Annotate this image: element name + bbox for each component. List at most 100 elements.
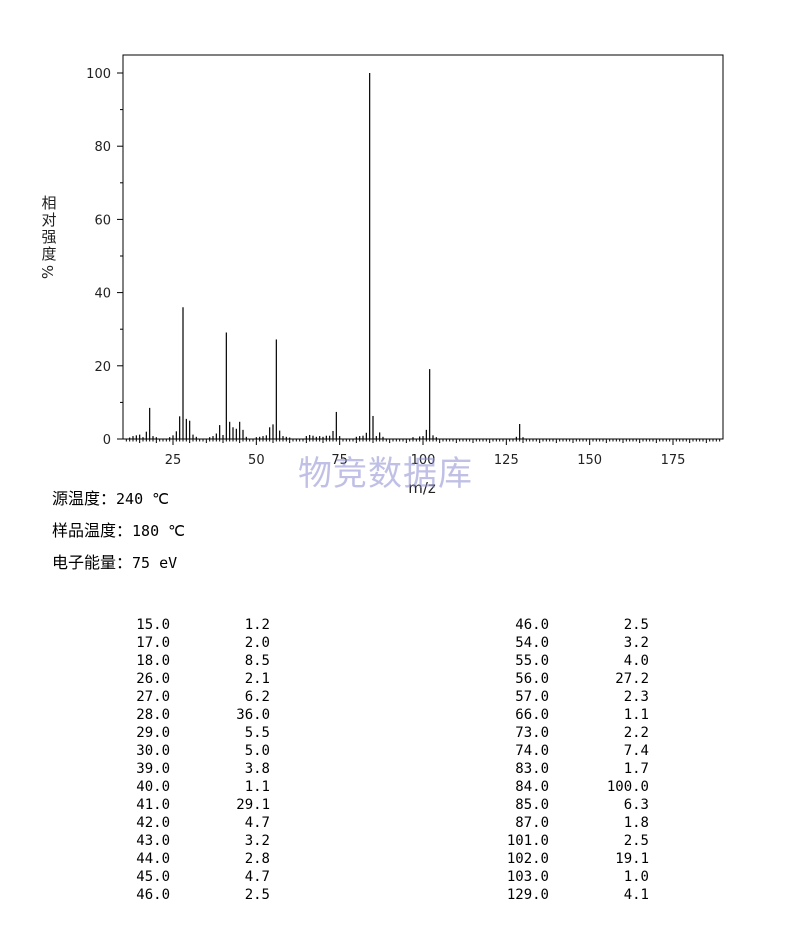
intensity-value: 8.5 bbox=[244, 653, 270, 669]
mz-value: 46.0 bbox=[136, 887, 170, 903]
mz-value: 44.0 bbox=[136, 851, 170, 867]
peak-table-row: 57.0 2.3 bbox=[469, 688, 649, 706]
mz-value: 26.0 bbox=[136, 671, 170, 687]
peak-table-row: 30.0 5.0 bbox=[90, 742, 270, 760]
x-tick-label: 25 bbox=[165, 453, 182, 468]
peak-table-row: 39.0 3.8 bbox=[90, 760, 270, 778]
peak-table-row: 103.0 1.0 bbox=[469, 868, 649, 886]
peak-table-row: 56.0 27.2 bbox=[469, 670, 649, 688]
peak-table-row: 29.0 5.5 bbox=[90, 724, 270, 742]
peak-table-row: 40.0 1.1 bbox=[90, 778, 270, 796]
peak-table-row: 27.0 6.2 bbox=[90, 688, 270, 706]
peak-table-row: 18.0 8.5 bbox=[90, 652, 270, 670]
x-axis: 25 50 75 100 125 150 175 bbox=[125, 439, 721, 468]
peak-table-row: 102.0 19.1 bbox=[469, 850, 649, 868]
y-tick-label: 100 bbox=[86, 67, 111, 82]
intensity-value: 2.5 bbox=[623, 617, 649, 633]
y-tick-label: 20 bbox=[94, 360, 111, 375]
intensity-value: 2.3 bbox=[623, 689, 649, 705]
peak-table-row: 66.0 1.1 bbox=[469, 706, 649, 724]
intensity-value: 4.7 bbox=[244, 869, 270, 885]
source-temperature: 源温度：240 ℃ bbox=[52, 485, 169, 509]
intensity-value: 100.0 bbox=[606, 779, 649, 795]
peak-table-row: 129.0 4.1 bbox=[469, 886, 649, 904]
spectrum-peaks bbox=[129, 73, 524, 439]
y-axis: 0 20 40 60 80 100 bbox=[86, 67, 123, 448]
y-axis-label-char: 对 bbox=[41, 211, 56, 229]
peak-table-row: 46.0 2.5 bbox=[90, 886, 270, 904]
intensity-value: 1.7 bbox=[623, 761, 649, 777]
mz-value: 42.0 bbox=[136, 815, 170, 831]
peak-table-row: 26.0 2.1 bbox=[90, 670, 270, 688]
intensity-value: 2.5 bbox=[623, 833, 649, 849]
mz-value: 103.0 bbox=[506, 869, 549, 885]
mz-value: 102.0 bbox=[506, 851, 549, 867]
y-tick-label: 80 bbox=[94, 140, 111, 155]
mz-value: 43.0 bbox=[136, 833, 170, 849]
peak-table-row: 87.0 1.8 bbox=[469, 814, 649, 832]
peak-table-row: 45.0 4.7 bbox=[90, 868, 270, 886]
mz-value: 56.0 bbox=[515, 671, 549, 687]
intensity-value: 4.7 bbox=[244, 815, 270, 831]
peak-table-row: 83.0 1.7 bbox=[469, 760, 649, 778]
mass-spectrum-chart: 0 20 40 60 80 100 25 50 75 100 125 150 175 m/z 相对强度… bbox=[39, 54, 724, 497]
x-tick-label: 175 bbox=[661, 453, 686, 468]
peak-table-row: 73.0 2.2 bbox=[469, 724, 649, 742]
peak-table-row: 43.0 3.2 bbox=[90, 832, 270, 850]
intensity-value: 3.2 bbox=[244, 833, 270, 849]
mz-value: 41.0 bbox=[136, 797, 170, 813]
intensity-value: 6.3 bbox=[623, 797, 649, 813]
plot-frame bbox=[122, 54, 724, 440]
peak-table-row: 101.0 2.5 bbox=[469, 832, 649, 850]
y-axis-label-char: % bbox=[39, 265, 57, 279]
intensity-value: 2.0 bbox=[244, 635, 270, 651]
intensity-value: 2.8 bbox=[244, 851, 270, 867]
intensity-value: 1.1 bbox=[623, 707, 649, 723]
mz-value: 15.0 bbox=[136, 617, 170, 633]
peak-table-row: 41.0 29.1 bbox=[90, 796, 270, 814]
mz-value: 84.0 bbox=[515, 779, 549, 795]
intensity-value: 27.2 bbox=[615, 671, 649, 687]
condition-value: 75 eV bbox=[132, 554, 178, 572]
mz-value: 40.0 bbox=[136, 779, 170, 795]
x-tick-label: 150 bbox=[577, 453, 602, 468]
x-axis-label: m/z bbox=[408, 479, 436, 497]
peak-table-row: 42.0 4.7 bbox=[90, 814, 270, 832]
intensity-value: 4.0 bbox=[623, 653, 649, 669]
intensity-value: 2.1 bbox=[244, 671, 270, 687]
y-tick-label: 60 bbox=[94, 213, 111, 228]
peak-table-row: 84.0 100.0 bbox=[469, 778, 649, 796]
mz-value: 66.0 bbox=[515, 707, 549, 723]
condition-label: 电子能量： bbox=[52, 553, 133, 572]
y-tick-label: 40 bbox=[94, 287, 111, 302]
electron-energy: 电子能量：75 eV bbox=[52, 549, 177, 573]
peak-table-right: 46.0 2.5 54.0 3.2 55.0 4.0 56.0 27.2 57.0 2.3 66.0… bbox=[469, 616, 649, 904]
intensity-value: 5.0 bbox=[244, 743, 270, 759]
mz-value: 27.0 bbox=[136, 689, 170, 705]
intensity-value: 7.4 bbox=[623, 743, 649, 759]
x-tick-label: 75 bbox=[331, 453, 348, 468]
mz-value: 28.0 bbox=[136, 707, 170, 723]
peak-table-row: 85.0 6.3 bbox=[469, 796, 649, 814]
intensity-value: 6.2 bbox=[244, 689, 270, 705]
mz-value: 45.0 bbox=[136, 869, 170, 885]
mz-value: 73.0 bbox=[515, 725, 549, 741]
x-tick-label: 100 bbox=[411, 453, 436, 468]
intensity-value: 4.1 bbox=[623, 887, 649, 903]
mz-value: 39.0 bbox=[136, 761, 170, 777]
intensity-value: 3.2 bbox=[623, 635, 649, 651]
peak-table-left: 15.0 1.2 17.0 2.0 18.0 8.5 26.0 2.1 27.0 6.2 28.0 3… bbox=[90, 616, 270, 904]
peak-table-row: 15.0 1.2 bbox=[90, 616, 270, 634]
x-tick-label: 50 bbox=[248, 453, 265, 468]
watermark: 物竞数据库 bbox=[298, 454, 473, 494]
y-axis-label-char: 相 bbox=[41, 194, 56, 212]
intensity-value: 36.0 bbox=[236, 707, 270, 723]
mz-value: 18.0 bbox=[136, 653, 170, 669]
y-axis-label-char: 强 bbox=[41, 228, 56, 246]
intensity-value: 1.2 bbox=[244, 617, 270, 633]
mz-value: 83.0 bbox=[515, 761, 549, 777]
mz-value: 85.0 bbox=[515, 797, 549, 813]
peak-table-row: 54.0 3.2 bbox=[469, 634, 649, 652]
mz-value: 57.0 bbox=[515, 689, 549, 705]
mz-value: 101.0 bbox=[506, 833, 549, 849]
